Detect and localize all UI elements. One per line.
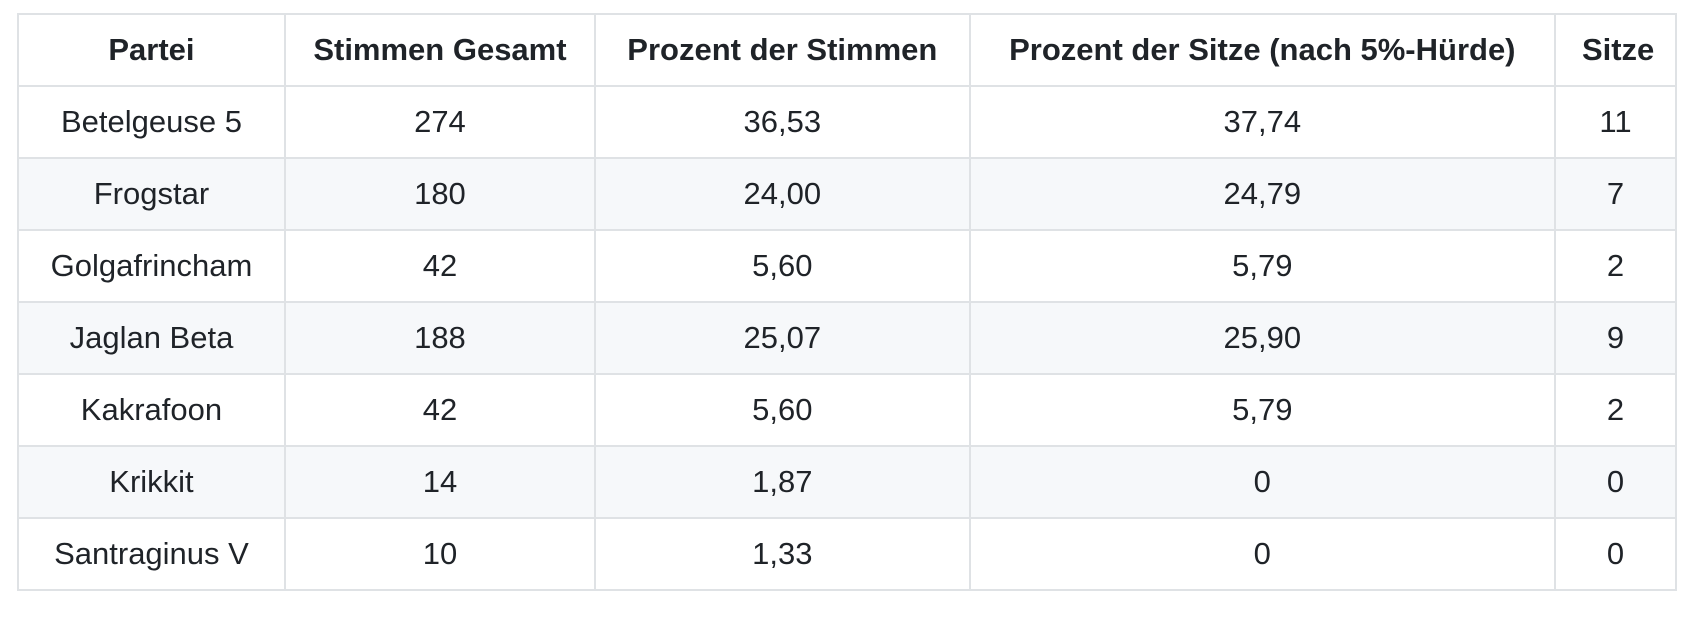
table-cell: 5,79 [968,229,1556,303]
election-results-table: Partei Stimmen Gesamt Prozent der Stimmen P… [17,13,1678,591]
table-cell: 2 [1553,373,1678,447]
table-cell: 5,60 [593,373,971,447]
table-cell: 0 [968,445,1556,519]
table-cell: 9 [1553,301,1678,375]
table-row: Kakrafoon 42 5,60 5,79 2 [17,373,1678,447]
table-cell: 36,53 [593,85,971,159]
table-cell: 5,60 [593,229,971,303]
column-header-sitze: Sitze [1553,13,1678,87]
party-name-cell: Betelgeuse 5 [17,85,286,159]
table-row: Jaglan Beta 188 25,07 25,90 9 [17,301,1678,375]
table-row: Krikkit 14 1,87 0 0 [17,445,1678,519]
table-cell: 10 [283,517,596,591]
column-header-partei: Partei [17,13,286,87]
table-cell: 25,07 [593,301,971,375]
table-cell: 1,87 [593,445,971,519]
table-header-row: Partei Stimmen Gesamt Prozent der Stimmen P… [17,13,1678,87]
table-cell: 1,33 [593,517,971,591]
table-cell: 2 [1553,229,1678,303]
party-name-cell: Frogstar [17,157,286,231]
party-name-cell: Santraginus V [17,517,286,591]
column-header-prozent-der-stimmen: Prozent der Stimmen [593,13,971,87]
party-name-cell: Golgafrincham [17,229,286,303]
table-cell: 180 [283,157,596,231]
column-header-stimmen-gesamt: Stimmen Gesamt [283,13,596,87]
table-cell: 25,90 [968,301,1556,375]
party-name-cell: Krikkit [17,445,286,519]
party-name-cell: Kakrafoon [17,373,286,447]
table-cell: 11 [1553,85,1678,159]
table-cell: 37,74 [968,85,1556,159]
table-cell: 14 [283,445,596,519]
party-name-cell: Jaglan Beta [17,301,286,375]
table-cell: 5,79 [968,373,1556,447]
table-cell: 188 [283,301,596,375]
table-row: Golgafrincham 42 5,60 5,79 2 [17,229,1678,303]
table-row: Frogstar 180 24,00 24,79 7 [17,157,1678,231]
table-cell: 0 [1553,445,1678,519]
table-cell: 0 [968,517,1556,591]
table-body: Betelgeuse 5 274 36,53 37,74 11 Frogstar 180 24… [17,85,1678,591]
table-cell: 0 [1553,517,1678,591]
table-cell: 42 [283,373,596,447]
table-row: Betelgeuse 5 274 36,53 37,74 11 [17,85,1678,159]
table-cell: 24,79 [968,157,1556,231]
table-cell: 24,00 [593,157,971,231]
column-header-prozent-der-sitze: Prozent der Sitze (nach 5%-Hürde) [968,13,1556,87]
table-cell: 42 [283,229,596,303]
table-header: Partei Stimmen Gesamt Prozent der Stimmen P… [17,13,1678,87]
table-cell: 7 [1553,157,1678,231]
table-row: Santraginus V 10 1,33 0 0 [17,517,1678,591]
table-cell: 274 [283,85,596,159]
